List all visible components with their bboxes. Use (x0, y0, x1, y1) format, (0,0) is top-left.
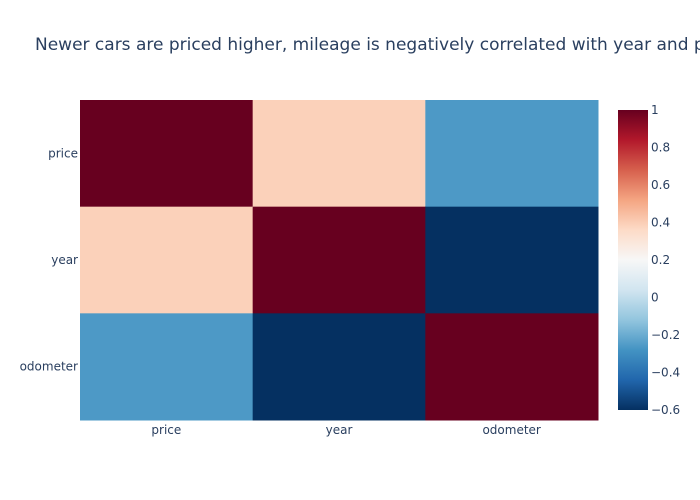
colorbar-gradient (618, 110, 648, 410)
y-tick-label: price (48, 146, 78, 160)
heatmap-cell (252, 206, 426, 314)
x-axis-ticks: price year odometer (151, 423, 541, 437)
heatmap-cell (425, 206, 599, 314)
y-tick-label: year (51, 253, 78, 267)
colorbar-tick-label: 0.2 (651, 253, 670, 267)
colorbar: 1 0.8 0.6 0.4 0.2 0 −0.2 −0.4 −0.6 (618, 103, 680, 417)
colorbar-tick-label: 0.4 (651, 216, 670, 230)
heatmap-cell (252, 313, 426, 421)
colorbar-tick-label: 0.8 (651, 141, 670, 155)
x-tick-label: year (326, 423, 353, 437)
colorbar-tick-label: −0.4 (651, 366, 680, 380)
heatmap-cell (425, 100, 599, 208)
y-axis-ticks: price year odometer (20, 146, 78, 373)
colorbar-tick-label: −0.2 (651, 328, 680, 342)
colorbar-tick-label: 0 (651, 291, 659, 305)
heatmap-cell (80, 100, 254, 208)
colorbar-tick-label: 1 (651, 103, 659, 117)
x-tick-label: price (151, 423, 181, 437)
x-tick-label: odometer (482, 423, 540, 437)
colorbar-tick-label: 0.6 (651, 178, 670, 192)
heatmap-cell (80, 313, 254, 421)
heatmap-cell (80, 206, 254, 314)
colorbar-tick-label: −0.6 (651, 403, 680, 417)
y-tick-label: odometer (20, 360, 78, 374)
heatmap-cell (425, 313, 599, 421)
chart-title: Newer cars are priced higher, mileage is… (35, 35, 700, 55)
heatmap-cells (80, 100, 599, 421)
heatmap-cell (252, 100, 426, 208)
